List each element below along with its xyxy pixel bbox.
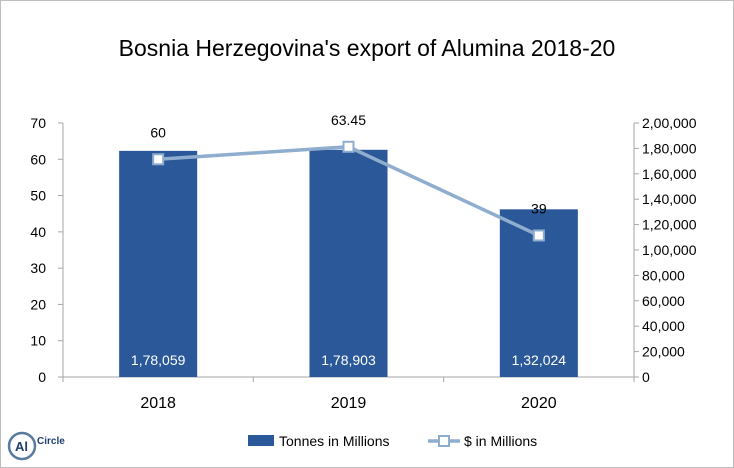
bar-data-label: 1,32,024 bbox=[512, 352, 567, 368]
bar-2018 bbox=[119, 150, 198, 377]
bar-2019 bbox=[309, 149, 388, 377]
legend: Tonnes in Millions $ in Millions bbox=[248, 433, 537, 449]
y-right-tick-label: 1,20,000 bbox=[642, 217, 697, 233]
legend-label-dollars: $ in Millions bbox=[464, 433, 537, 449]
y-left-tick-label: 60 bbox=[30, 151, 46, 167]
x-tick-label: 2019 bbox=[331, 395, 367, 412]
y-right-tick-label: 60,000 bbox=[642, 293, 685, 309]
logo-mark: Al bbox=[15, 439, 28, 454]
y-right-tick-label: 1,40,000 bbox=[642, 191, 697, 207]
x-tick-label: 2018 bbox=[140, 395, 176, 412]
line-point-2018 bbox=[152, 153, 165, 166]
y-right-tick-label: 1,80,000 bbox=[642, 140, 697, 156]
y-left-tick-label: 0 bbox=[38, 369, 46, 385]
legend-marker-dollars bbox=[438, 435, 450, 447]
logo-ring-icon bbox=[7, 431, 37, 461]
y-right-tick-label: 20,000 bbox=[642, 344, 685, 360]
line-data-label: 63.45 bbox=[331, 112, 366, 128]
line-data-label: 60 bbox=[150, 124, 166, 140]
line-data-label: 39 bbox=[531, 200, 547, 216]
bar-data-label: 1,78,903 bbox=[321, 352, 376, 368]
line-point-2020 bbox=[532, 229, 545, 242]
legend-swatch-tonnes bbox=[248, 435, 274, 446]
line-point-2019 bbox=[342, 140, 355, 153]
chart-title: Bosnia Herzegovina's export of Alumina 2… bbox=[118, 35, 616, 61]
y-right-tick-label: 40,000 bbox=[642, 318, 685, 334]
alcircle-logo: Al Circle bbox=[7, 431, 65, 461]
y-left-tick-label: 50 bbox=[30, 188, 46, 204]
y-right-tick-label: 0 bbox=[642, 369, 650, 385]
logo-brand: Circle bbox=[37, 436, 65, 447]
y-right-tick-label: 1,60,000 bbox=[642, 166, 697, 182]
y-right-tick-label: 2,00,000 bbox=[642, 115, 697, 131]
bars-layer bbox=[119, 149, 578, 377]
labels-layer: 1,78,059 1,78,903 1,32,024 60 63.45 39 bbox=[131, 112, 566, 368]
legend-label-tonnes: Tonnes in Millions bbox=[279, 433, 390, 449]
y-left-tick-label: 30 bbox=[30, 260, 46, 276]
y-right-tick-label: 1,00,000 bbox=[642, 242, 697, 258]
bar-data-label: 1,78,059 bbox=[131, 352, 186, 368]
y-left-tick-label: 20 bbox=[30, 296, 46, 312]
y-left-tick-label: 70 bbox=[30, 115, 46, 131]
x-tick-label: 2020 bbox=[521, 395, 557, 412]
y-right-tick-label: 80,000 bbox=[642, 267, 685, 283]
line-layer bbox=[152, 140, 545, 242]
y-left-tick-label: 10 bbox=[30, 333, 46, 349]
y-left-tick-label: 40 bbox=[30, 224, 46, 240]
